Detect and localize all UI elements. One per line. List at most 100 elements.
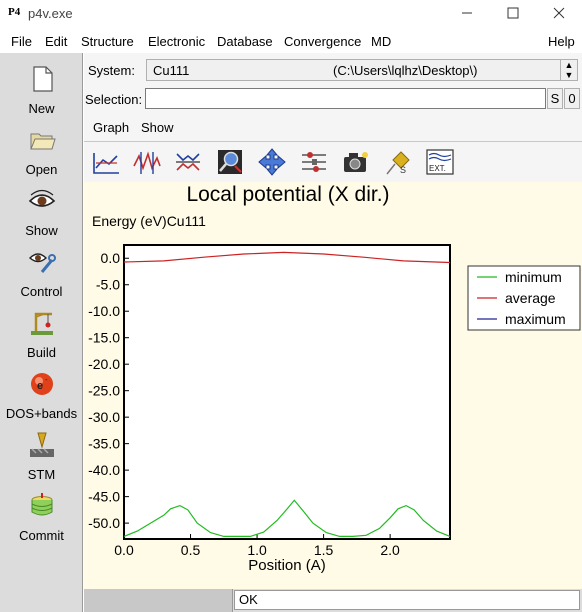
system-path: (C:\Users\lqlhz\Desktop\) xyxy=(333,63,478,78)
close-icon xyxy=(553,7,565,19)
menu-md[interactable]: MD xyxy=(371,34,392,49)
folder-open-icon xyxy=(30,133,56,150)
selection-s-button[interactable]: S xyxy=(547,88,563,109)
legend-label-average: average xyxy=(505,290,556,306)
series-group xyxy=(123,251,451,537)
sidebar-stm-button[interactable]: STM xyxy=(0,423,83,483)
selection-label: Selection: xyxy=(85,92,143,107)
chart-xlabel: Position (A) xyxy=(248,557,326,574)
sidebar-dos-bands-button[interactable]: e - DOS+bands xyxy=(0,362,83,422)
menu-database[interactable]: Database xyxy=(217,34,273,49)
electron-icon: e - xyxy=(31,373,53,395)
series-line-average xyxy=(123,251,451,264)
menu-file[interactable]: File xyxy=(11,34,32,49)
system-row: System: Cu111 (C:\Users\lqlhz\Desktop\) … xyxy=(84,57,582,83)
spinner-arrows-icon[interactable]: ▲ ▼ xyxy=(560,60,577,80)
sidebar-new-label: New xyxy=(28,101,55,116)
export-icon[interactable]: EXT. xyxy=(425,148,455,176)
y-tick-label: -20.0 xyxy=(88,356,120,372)
sidebar-show-label: Show xyxy=(25,223,58,238)
close-button[interactable] xyxy=(536,0,582,26)
wrench-eye-icon xyxy=(28,253,56,273)
x-tick-label: 2.0 xyxy=(380,542,400,558)
minimize-icon xyxy=(462,12,472,14)
tab-row: Graph Show xyxy=(84,116,582,138)
menu-structure[interactable]: Structure xyxy=(81,34,134,49)
camera-icon[interactable] xyxy=(341,148,371,176)
y-tick-label: -10.0 xyxy=(88,303,120,319)
sidebar-new-button[interactable]: New xyxy=(0,57,83,117)
status-bar: OK xyxy=(84,589,582,612)
sidebar-dos-bands-label: DOS+bands xyxy=(5,406,78,421)
y-tick-label: -30.0 xyxy=(88,409,120,425)
tab-show[interactable]: Show xyxy=(141,120,174,135)
sidebar-show-button[interactable]: Show xyxy=(0,179,83,239)
maximize-icon xyxy=(507,7,519,19)
database-icon xyxy=(31,493,53,516)
chart-legend: minimum average maximum xyxy=(467,265,581,331)
y-tick-label: -50.0 xyxy=(88,515,120,531)
status-left-panel xyxy=(84,589,233,612)
menu-bar: File Edit Structure Electronic Database … xyxy=(0,30,582,52)
svg-text:e: e xyxy=(37,380,43,392)
peaks-graph-icon[interactable] xyxy=(132,148,162,176)
move-arrows-icon[interactable] xyxy=(257,148,287,176)
y-tick-label: -40.0 xyxy=(88,462,120,478)
mirror-graph-icon[interactable] xyxy=(173,148,203,176)
y-tick-label: -45.0 xyxy=(88,489,120,505)
y-tick-label: -25.0 xyxy=(88,383,120,399)
y-axis: 0.0 -5.0 -10.0 -15.0 -20.0 -25.0 -30.0 -35.0 -40… xyxy=(88,250,129,531)
sidebar-stm-label: STM xyxy=(27,467,56,482)
menu-convergence[interactable]: Convergence xyxy=(284,34,362,49)
maximize-button[interactable] xyxy=(490,0,536,26)
chart-ylabel: Energy (eV)Cu111 xyxy=(92,213,206,229)
stm-tip-icon xyxy=(30,432,54,457)
sidebar-control-label: Control xyxy=(20,284,63,299)
y-tick-label: 0.0 xyxy=(101,250,121,266)
app-icon: P4 xyxy=(8,6,21,18)
pin-icon[interactable]: S xyxy=(383,148,413,176)
x-axis: 0.0 0.5 1.0 1.5 2.0 xyxy=(114,534,400,558)
magnifier-icon[interactable] xyxy=(215,148,245,176)
plot-area: Local potential (X dir.) Energy (eV)Cu11… xyxy=(84,182,582,589)
new-document-icon xyxy=(33,66,53,92)
x-tick-label: 0.0 xyxy=(114,542,134,558)
title-bar: P4 p4v.exe xyxy=(0,0,582,28)
minimize-button[interactable] xyxy=(444,0,490,26)
svg-text:-: - xyxy=(45,375,48,384)
tune-icon[interactable] xyxy=(299,148,329,176)
crane-icon xyxy=(31,312,53,335)
status-message: OK xyxy=(234,590,580,610)
graph-toolbar: S EXT. xyxy=(84,141,582,183)
sidebar-commit-label: Commit xyxy=(19,528,64,543)
y-tick-label: -35.0 xyxy=(88,436,120,452)
selection-input[interactable] xyxy=(145,88,546,109)
system-label: System: xyxy=(88,63,135,78)
system-name: Cu111 xyxy=(153,63,190,78)
window-title: p4v.exe xyxy=(28,6,73,21)
x-tick-label: 1.5 xyxy=(314,542,334,558)
menu-electronic[interactable]: Electronic xyxy=(148,34,206,49)
sidebar-commit-button[interactable]: Commit xyxy=(0,484,83,544)
system-select[interactable]: Cu111 (C:\Users\lqlhz\Desktop\) ▲ ▼ xyxy=(146,59,578,81)
selection-zero-button[interactable]: 0 xyxy=(564,88,580,109)
y-tick-label: -5.0 xyxy=(96,277,120,293)
tab-graph[interactable]: Graph xyxy=(93,120,130,135)
menu-help[interactable]: Help xyxy=(548,34,575,49)
potential-chart: Local potential (X dir.) Energy (eV)Cu11… xyxy=(88,183,581,574)
eye-icon xyxy=(28,189,56,207)
y-tick-label: -15.0 xyxy=(88,330,120,346)
sidebar-control-button[interactable]: Control xyxy=(0,240,83,300)
sidebar-build-button[interactable]: Build xyxy=(0,301,83,361)
series-line-minimum xyxy=(123,499,451,537)
menu-edit[interactable]: Edit xyxy=(45,34,68,49)
sidebar: New Open Show Control xyxy=(0,53,83,612)
export-icon-text: EXT. xyxy=(429,164,446,173)
svg-text:S: S xyxy=(400,165,406,175)
legend-label-maximum: maximum xyxy=(505,311,566,327)
sidebar-open-button[interactable]: Open xyxy=(0,118,83,178)
x-tick-label: 1.0 xyxy=(247,542,267,558)
line-graph-icon[interactable] xyxy=(91,148,121,176)
chart-title: Local potential (X dir.) xyxy=(186,183,389,206)
plot-frame xyxy=(123,244,451,540)
